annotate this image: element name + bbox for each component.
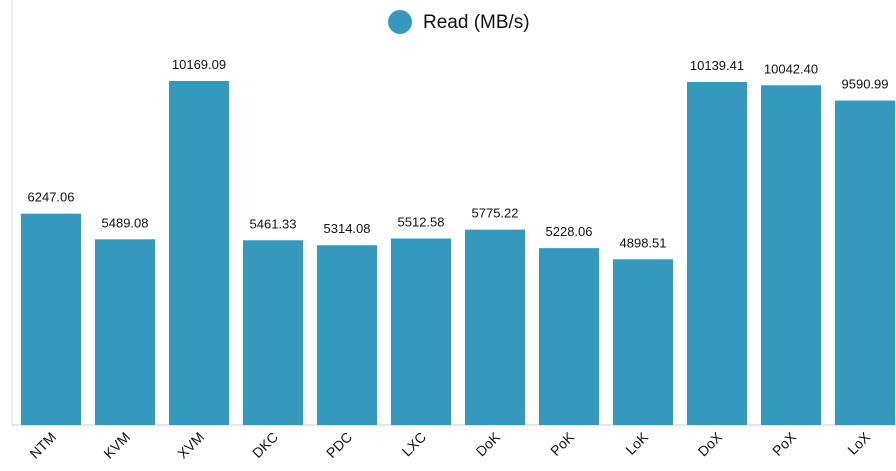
x-tick-label: PoK bbox=[547, 428, 577, 458]
bar bbox=[465, 229, 525, 425]
bar bbox=[21, 213, 81, 425]
x-tick-label: DKC bbox=[249, 429, 281, 461]
data-label: 5314.08 bbox=[324, 221, 371, 236]
data-label: 5461.33 bbox=[250, 216, 297, 231]
legend-swatch bbox=[388, 10, 412, 34]
bar bbox=[835, 100, 895, 425]
data-label: 5489.08 bbox=[102, 215, 149, 230]
bar bbox=[613, 259, 673, 425]
x-tick-label: DoX bbox=[695, 428, 726, 459]
data-label: 4898.51 bbox=[620, 235, 667, 250]
bar bbox=[687, 82, 747, 425]
bar bbox=[761, 85, 821, 425]
bar bbox=[391, 238, 451, 425]
data-label: 5775.22 bbox=[472, 206, 519, 221]
x-tick-label: KVM bbox=[100, 429, 133, 462]
x-tick-label: LXC bbox=[399, 429, 430, 460]
x-tick-label: XVM bbox=[174, 429, 207, 462]
bar bbox=[95, 239, 155, 425]
x-tick-label: NTM bbox=[26, 429, 59, 462]
x-tick-label: PoX bbox=[769, 428, 799, 458]
data-label: 9590.99 bbox=[842, 77, 889, 92]
x-tick-label: DoK bbox=[473, 428, 504, 459]
data-label: 10042.40 bbox=[764, 61, 818, 76]
data-label: 6247.06 bbox=[28, 190, 75, 205]
data-label: 10169.09 bbox=[172, 57, 226, 72]
legend-label: Read (MB/s) bbox=[423, 12, 530, 33]
bar bbox=[169, 81, 229, 425]
data-label: 10139.41 bbox=[690, 58, 744, 73]
data-label: 5512.58 bbox=[398, 215, 445, 230]
x-tick-label: LoK bbox=[622, 428, 651, 457]
x-tick-label: PDC bbox=[323, 429, 355, 461]
bar bbox=[539, 248, 599, 425]
data-label: 5228.06 bbox=[546, 224, 593, 239]
x-tick-label: LoX bbox=[844, 428, 873, 457]
bar bbox=[317, 245, 377, 425]
bar bbox=[243, 240, 303, 425]
